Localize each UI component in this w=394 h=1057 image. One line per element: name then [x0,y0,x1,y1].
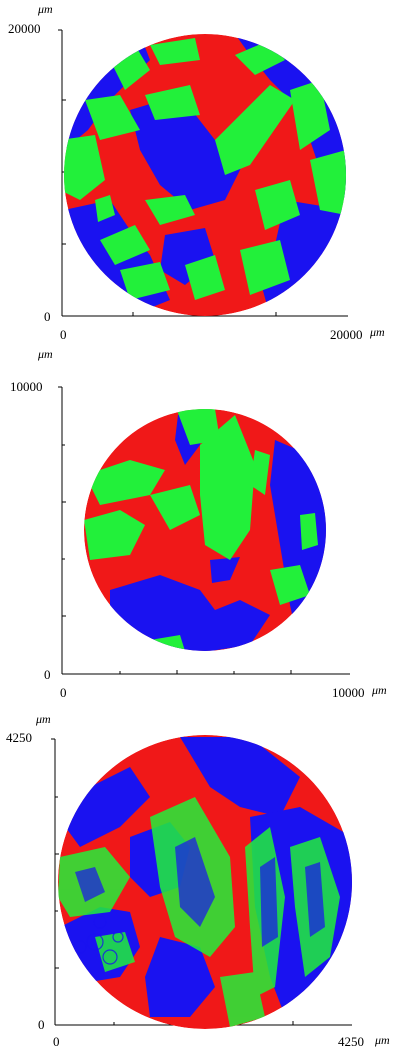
phase-map-1 [64,34,346,316]
micrograph-plot-1 [58,29,348,317]
x-axis-unit-3: μm [375,1033,390,1047]
x-axis-unit-1: μm [370,325,385,339]
y-axis-unit-1: μm [38,2,53,16]
micrograph-panel-1: μm 20000 0 0 20000 μm [0,0,394,345]
x-axis-zero-label-3: 0 [53,1034,60,1049]
y-axis-max-label-3: 4250 [6,730,32,745]
y-axis-zero-label-3: 0 [38,1017,45,1032]
micrograph-panel-3: μm 4250 0 0 4250 μm [0,697,394,1057]
micrograph-plot-3 [51,735,352,1029]
micrograph-panel-2: μm 10000 0 0 10000 μm [0,345,394,700]
y-axis-zero-label-2: 0 [44,667,51,682]
y-axis-unit-2: μm [38,347,53,361]
x-axis-max-label-1: 20000 [330,327,363,342]
y-axis-unit-3: μm [36,712,51,726]
x-axis-unit-2: μm [372,683,387,697]
phase-map-2 [84,409,326,651]
x-axis-zero-label-1: 0 [60,327,67,342]
x-axis-max-label-3: 4250 [338,1034,364,1049]
x-axis-zero-label-2: 0 [60,685,67,700]
y-axis-zero-label-1: 0 [44,309,51,324]
axes-2 [58,386,350,675]
phase-map-3 [58,735,352,1029]
micrograph-plot-2 [58,386,350,675]
x-axis-max-label-2: 10000 [332,685,365,700]
y-axis-max-label-2: 10000 [10,379,43,394]
y-axis-max-label-1: 20000 [8,21,41,36]
